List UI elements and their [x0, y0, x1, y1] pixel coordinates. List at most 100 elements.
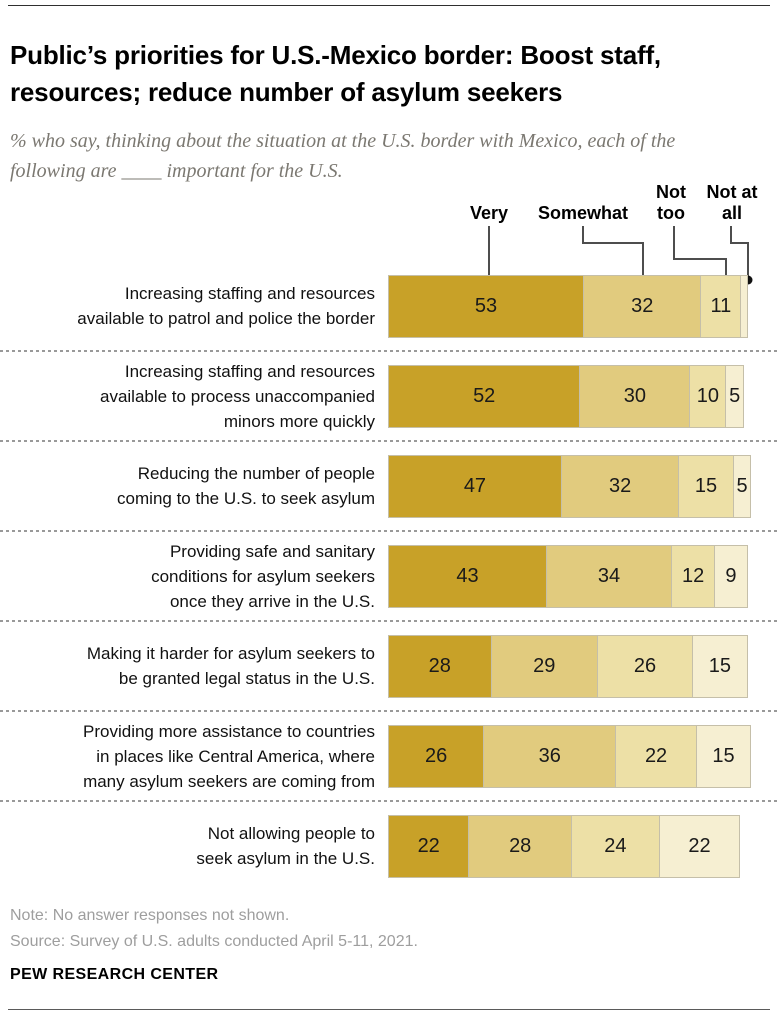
segment-value-label: 47 [463, 474, 487, 497]
chart-row: Reducing the number of people coming to t… [0, 442, 778, 530]
row-label-line: Making it harder for asylum seekers to [86, 644, 375, 663]
row-label-line: many asylum seekers are coming from [83, 771, 375, 791]
segment-value-label: 28 [428, 654, 451, 677]
segment-value-label: 43 [456, 564, 479, 587]
stacked-bar: 47 32 15 5 [388, 454, 752, 518]
row-separator [0, 710, 778, 712]
row-label-line: Increasing staffing and resources [124, 361, 375, 381]
row-label: Providing more assistance to countries in… [0, 719, 388, 794]
segment-value-label: 36 [538, 744, 561, 767]
bar-segment-not-at-all: 15 [692, 634, 748, 698]
legend-label-not-at-all: Not at all [706, 182, 758, 223]
row-label-line: available to patrol and police the borde… [77, 309, 375, 328]
segment-value-label: 32 [631, 294, 654, 317]
segment-value-label: 15 [712, 744, 735, 767]
row-label-line: available to process unaccompanied [99, 386, 375, 406]
bar-segment-somewhat: 36 [483, 724, 617, 788]
bar-segment-somewhat: 30 [579, 364, 691, 428]
bar-segment-not-at-all [740, 274, 748, 338]
segment-value-label: 10 [696, 384, 720, 407]
chart-title: Public’s priorities for U.S.-Mexico bord… [10, 40, 661, 108]
bar-segment-not-too: 12 [670, 544, 716, 608]
bar-segment-not-at-all: 9 [714, 544, 748, 608]
segment-value-label: 53 [474, 294, 498, 317]
chart-row: Making it harder for asylum seekers to be… [0, 622, 778, 710]
row-label-line: Increasing staffing and resources [124, 284, 375, 303]
segment-value-label: 28 [509, 834, 532, 857]
bar-rows: Increasing staffing and resources availab… [0, 262, 778, 890]
legend-label-very: Very [469, 203, 509, 223]
row-label: Providing safe and sanitary conditions fo… [0, 539, 388, 614]
bar-segment-very: 53 [388, 274, 585, 338]
row-separator [0, 350, 778, 352]
bar-segment-somewhat: 28 [468, 814, 572, 878]
bar-segment-very: 28 [388, 634, 492, 698]
row-label-line: once they arrive in the U.S. [169, 591, 375, 611]
stacked-bar: 52 30 10 5 [388, 364, 744, 428]
top-rule [8, 5, 770, 6]
bottom-rule [8, 1009, 770, 1010]
chart-row: Increasing staffing and resources availab… [0, 352, 778, 440]
segment-value-label: 5 [729, 384, 741, 407]
segment-value-label: 15 [694, 474, 718, 497]
legend-label-not-too: Not too [656, 182, 686, 223]
bar-segment-very: 26 [388, 724, 485, 788]
segment-value-label: 52 [473, 384, 496, 407]
row-label-line: Reducing the number of people [137, 464, 375, 483]
row-label: Increasing staffing and resources availab… [0, 359, 388, 434]
stacked-bar: 22 28 24 22 [388, 814, 741, 878]
row-label-line: be granted legal status in the U.S. [118, 669, 375, 688]
bar-segment-somewhat: 32 [583, 274, 702, 338]
bar-segment-very: 52 [388, 364, 581, 428]
bar-segment-somewhat: 32 [560, 454, 680, 518]
row-label: Increasing staffing and resources availab… [0, 281, 388, 331]
stacked-bar: 28 29 26 15 [388, 634, 748, 698]
bar-segment-not-at-all: 5 [732, 454, 752, 518]
chart-row: Providing safe and sanitary conditions fo… [0, 532, 778, 620]
bar-segment-very: 47 [388, 454, 562, 518]
footnote: Note: No answer responses not shown. Sou… [10, 903, 418, 955]
segment-value-label: 15 [708, 654, 731, 677]
segment-value-label: 22 [688, 834, 711, 857]
bar-segment-not-at-all: 15 [695, 724, 752, 788]
bar-segment-not-too: 24 [570, 814, 660, 878]
row-label-line: seek asylum in the U.S. [196, 849, 375, 868]
legend: Very Somewhat Not too Not at all [0, 178, 778, 224]
bar-segment-not-too: 11 [700, 274, 742, 338]
row-label: Making it harder for asylum seekers to be… [0, 641, 388, 691]
segment-value-label: 32 [608, 474, 632, 497]
segment-value-label: 30 [623, 384, 647, 407]
chart-subtitle: % who say, thinking about the situation … [10, 130, 676, 182]
chart-row: Increasing staffing and resources availab… [0, 262, 778, 350]
segment-value-label: 26 [424, 744, 448, 767]
bar-segment-somewhat: 29 [490, 634, 598, 698]
segment-value-label: 22 [644, 744, 668, 767]
chart-row: Providing more assistance to countries in… [0, 712, 778, 800]
bar-segment-not-at-all: 5 [725, 364, 744, 428]
bar-segment-not-too: 10 [689, 364, 727, 428]
row-label-line: conditions for asylum seekers [151, 566, 375, 586]
source-text: Source: Survey of U.S. adults conducted … [10, 933, 418, 950]
segment-value-label: 34 [597, 564, 621, 587]
note-text: Note: No answer responses not shown. [10, 907, 290, 924]
row-label: Reducing the number of people coming to t… [0, 461, 388, 511]
row-label-line: minors more quickly [223, 411, 375, 431]
legend-label-somewhat: Somewhat [537, 203, 629, 223]
segment-value-label: 5 [736, 474, 748, 497]
bar-segment-somewhat: 34 [546, 544, 672, 608]
row-label-line: Not allowing people to [207, 824, 375, 843]
row-separator [0, 800, 778, 802]
stacked-bar: 43 34 12 9 [388, 544, 748, 608]
bar-segment-not-at-all: 22 [658, 814, 741, 878]
stacked-bar: 53 32 11 [388, 274, 748, 338]
row-label: Not allowing people to seek asylum in the… [0, 821, 388, 871]
segment-value-label: 12 [681, 564, 705, 587]
segment-value-label: 22 [417, 834, 440, 857]
row-separator [0, 620, 778, 622]
row-separator [0, 530, 778, 532]
segment-value-label: 26 [633, 654, 657, 677]
segment-value-label: 24 [604, 834, 627, 857]
row-label-line: Providing safe and sanitary [169, 541, 375, 561]
row-separator [0, 440, 778, 442]
